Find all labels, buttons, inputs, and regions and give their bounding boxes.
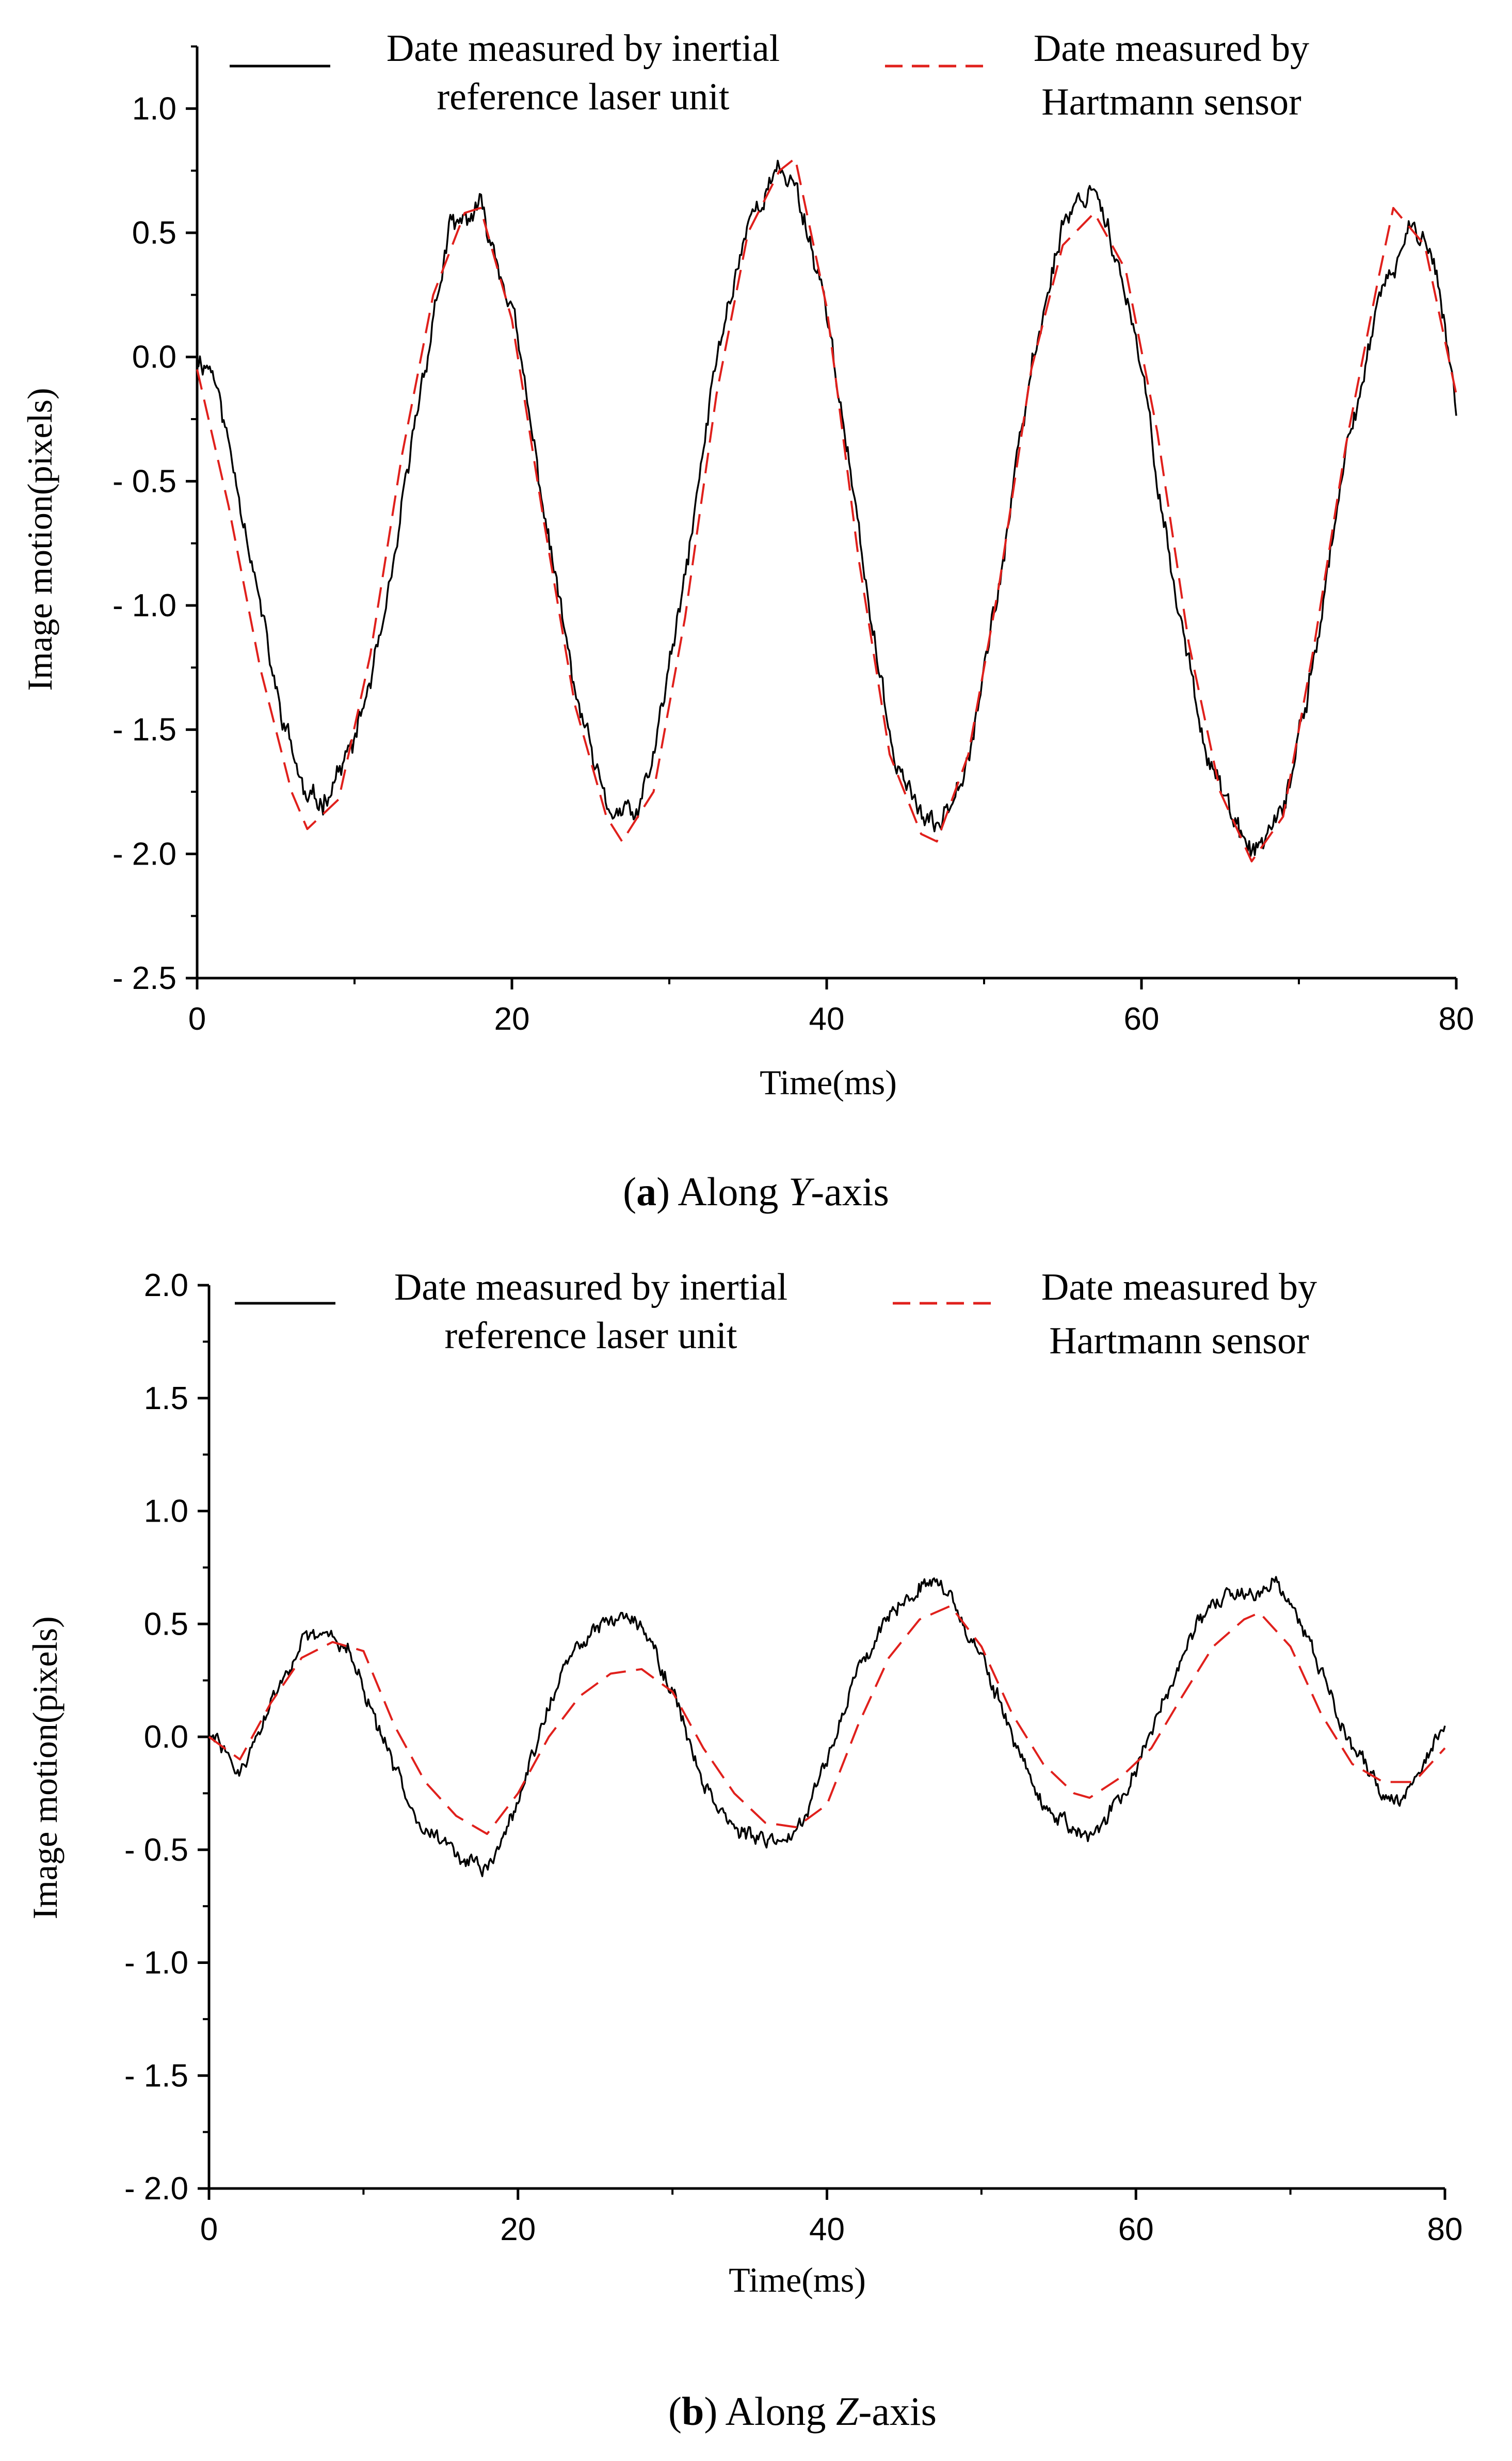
chart-b-caption-axis: Z [836, 2389, 859, 2434]
chart-b-x-tick-label: 40 [809, 2212, 845, 2247]
chart-b-series-inertial-laser [208, 1576, 1446, 1877]
chart-b-y-tick-label: 1.5 [144, 1381, 188, 1416]
chart-a-y-tick-label: 1.0 [132, 91, 176, 126]
chart-b-y-tick-label: 1.0 [144, 1494, 188, 1529]
chart-a-legend: Date measured by inertial reference lase… [230, 27, 1309, 123]
chart-b-series-group [208, 1576, 1446, 1877]
chart-b-caption-prefix: Along [726, 2389, 837, 2434]
chart-b-series-hartmann-sensor [208, 1605, 1446, 1835]
chart-a-y-tick-label: 0.0 [132, 340, 176, 375]
chart-a-x-tick-label: 60 [1124, 1001, 1160, 1037]
chart-a-y-axis-title: Image motion(pixels) [20, 388, 59, 691]
chart-b-caption-suffix: -axis [858, 2389, 937, 2434]
chart-a: - 2.5 - 2.0 - 1.5 - 1.0 - 0.5 0.0 0.5 1.0 0 20 40 6… [20, 27, 1474, 1214]
chart-a-axes: - 2.5 - 2.0 - 1.5 - 1.0 - 0.5 0.0 0.5 1.0 0 20 40 6… [112, 45, 1474, 1037]
chart-a-series-group [196, 157, 1457, 862]
chart-b-legend-label-inertial-line1: Date measured by inertial [394, 1266, 787, 1308]
chart-b: - 2.0 - 1.5 - 1.0 - 0.5 0.0 0.5 1.0 1.5 2.0 0 20 40… [25, 1266, 1462, 2434]
chart-a-legend-label-inertial-line1: Date measured by inertial [387, 27, 780, 70]
chart-b-caption-letter: b [682, 2389, 704, 2434]
chart-a-caption-suffix: -axis [811, 1169, 889, 1214]
chart-a-x-axis-title: Time(ms) [760, 1063, 897, 1102]
chart-b-caption: (b) Along Z-axis [668, 2389, 937, 2434]
chart-b-x-axis-title: Time(ms) [729, 2260, 866, 2299]
chart-b-x-tick-label: 0 [200, 2212, 218, 2247]
chart-a-caption-letter: a [636, 1169, 656, 1214]
chart-a-legend-label-hartmann-line1: Date measured by [1034, 27, 1309, 70]
chart-a-caption: (a) Along Y-axis [623, 1169, 889, 1214]
chart-a-series-inertial-laser [196, 159, 1457, 857]
chart-b-x-tick-label: 60 [1118, 2212, 1154, 2247]
chart-b-legend-label-hartmann-line2: Hartmann sensor [1049, 1320, 1309, 1362]
chart-b-y-tick-label: - 0.5 [124, 1832, 188, 1868]
chart-b-axes: - 2.0 - 1.5 - 1.0 - 0.5 0.0 0.5 1.0 1.5 2.0 0 20 40… [124, 1268, 1463, 2247]
chart-a-caption-prefix: Along [678, 1169, 789, 1214]
chart-b-y-axis-title: Image motion(pixels) [25, 1616, 65, 1919]
chart-b-legend-label-inertial-line2: reference laser unit [445, 1315, 737, 1357]
chart-a-y-tick-label: - 0.5 [112, 464, 176, 499]
chart-a-legend-label-hartmann-line2: Hartmann sensor [1041, 81, 1301, 123]
chart-b-y-tick-label: - 1.5 [124, 2058, 188, 2094]
chart-b-y-tick-label: 0.5 [144, 1606, 188, 1642]
chart-a-x-tick-label: 0 [188, 1001, 206, 1037]
chart-a-y-tick-label: - 1.0 [112, 588, 176, 624]
chart-a-y-tick-label: - 2.0 [112, 836, 176, 872]
chart-a-x-tick-label: 80 [1439, 1001, 1474, 1037]
chart-b-y-tick-label: - 2.0 [124, 2171, 188, 2207]
chart-a-series-hartmann-sensor [196, 157, 1457, 862]
chart-a-caption-axis: Y [789, 1169, 815, 1214]
chart-a-y-tick-label: 0.5 [132, 215, 176, 251]
chart-a-x-tick-label: 40 [809, 1001, 845, 1037]
chart-b-x-tick-label: 20 [500, 2212, 536, 2247]
chart-a-x-tick-label: 20 [494, 1001, 530, 1037]
chart-b-legend: Date measured by inertial reference lase… [235, 1266, 1317, 1362]
chart-b-legend-label-hartmann-line1: Date measured by [1041, 1266, 1317, 1308]
chart-b-y-tick-label: 2.0 [144, 1268, 188, 1303]
chart-b-y-tick-label: - 1.0 [124, 1945, 188, 1981]
chart-b-x-tick-label: 80 [1427, 2212, 1463, 2247]
chart-a-y-tick-label: - 1.5 [112, 712, 176, 748]
chart-a-legend-label-inertial-line2: reference laser unit [437, 76, 730, 118]
chart-a-y-tick-label: - 2.5 [112, 961, 176, 996]
chart-b-y-tick-label: 0.0 [144, 1719, 188, 1755]
